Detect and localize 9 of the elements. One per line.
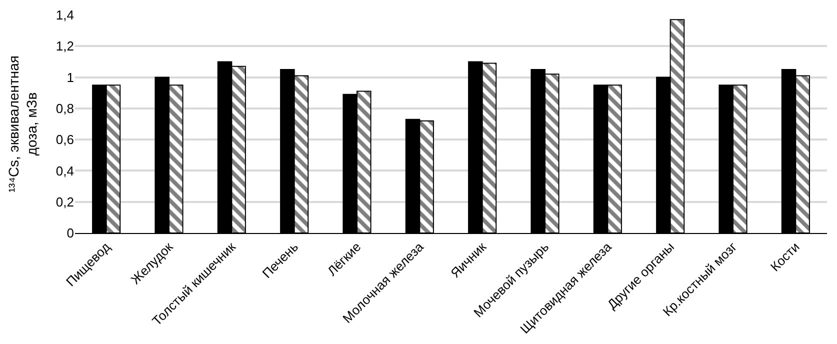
y-tick-label: 0,2 [56,194,74,210]
y-tick-label: 0,6 [56,132,74,148]
y-tick-label: 0 [66,226,74,241]
y-tick-label: 0,4 [56,163,74,178]
y-tick-label: 1,2 [56,38,74,54]
y-tick-label: 0,8 [56,100,74,116]
y-tick-label: 1 [66,70,74,85]
y-axis-title: ¹³⁴Cs, эквивалентная доза, мЗв [5,55,40,193]
y-tick-label: 1,4 [56,8,74,23]
